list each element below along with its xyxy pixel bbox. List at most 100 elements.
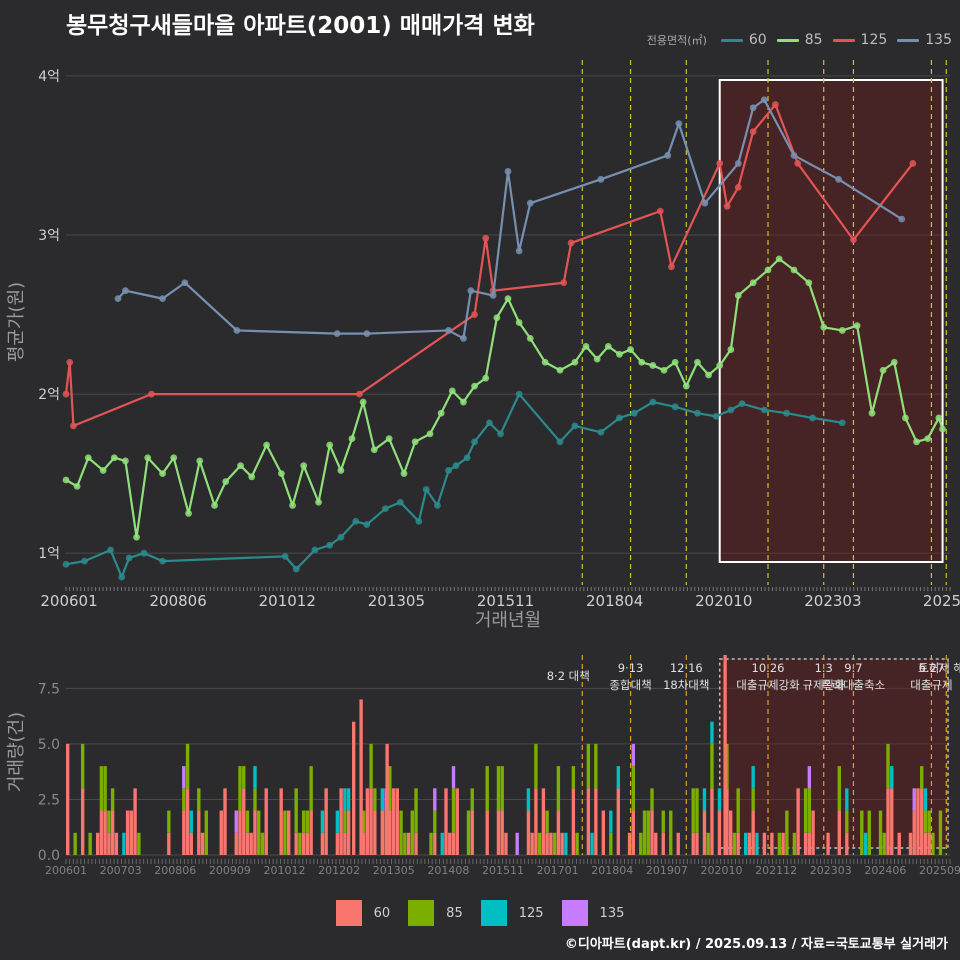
volume-bar bbox=[545, 832, 549, 855]
volume-bar bbox=[167, 810, 171, 833]
data-point-60 bbox=[471, 438, 478, 446]
data-point-85 bbox=[682, 382, 690, 390]
volume-bar bbox=[650, 810, 654, 855]
policy-annotation-label: 9·13 bbox=[618, 661, 644, 675]
data-point-125 bbox=[772, 101, 779, 108]
data-point-125 bbox=[62, 390, 70, 398]
volume-bar bbox=[320, 832, 325, 855]
data-point-60 bbox=[363, 521, 371, 528]
volume-bar bbox=[305, 832, 310, 855]
volume-bar bbox=[777, 832, 782, 855]
x-tick-label: 201012 bbox=[259, 592, 316, 610]
bottom-legend-label-125: 125 bbox=[518, 905, 544, 921]
volume-bar bbox=[185, 743, 190, 789]
volume-bar bbox=[890, 766, 894, 789]
volume-bar bbox=[729, 810, 733, 855]
x-tick-label: 201804 bbox=[586, 592, 643, 610]
volume-bar bbox=[324, 788, 328, 855]
x-tick-label-bottom: 200703 bbox=[100, 864, 142, 877]
data-point-85 bbox=[902, 414, 909, 422]
volume-bar bbox=[137, 832, 141, 855]
data-point-60 bbox=[597, 428, 605, 436]
bottom-legend-label-135: 135 bbox=[599, 905, 625, 921]
volume-bar bbox=[571, 788, 576, 855]
data-point-85 bbox=[616, 350, 623, 358]
volume-bar bbox=[920, 788, 924, 855]
volume-bar bbox=[878, 810, 883, 855]
data-point-85 bbox=[790, 266, 798, 274]
volume-bar bbox=[751, 788, 755, 811]
volume-bar bbox=[927, 832, 931, 855]
volume-bar bbox=[938, 810, 943, 855]
data-point-60 bbox=[727, 406, 735, 414]
volume-bar bbox=[309, 766, 313, 811]
volume-bar bbox=[691, 788, 695, 833]
volume-bar bbox=[845, 810, 849, 833]
x-tick-label-bottom: 202406 bbox=[864, 864, 906, 877]
x-tick-label: 201511 bbox=[477, 592, 534, 610]
volume-bar bbox=[796, 788, 800, 855]
data-point-85 bbox=[541, 358, 549, 366]
data-point-85 bbox=[289, 502, 296, 509]
data-point-60 bbox=[352, 517, 360, 525]
volume-bar bbox=[785, 810, 789, 855]
data-point-125 bbox=[482, 234, 490, 242]
volume-bar bbox=[359, 699, 363, 855]
bottom-legend-item-85: 85 bbox=[408, 900, 463, 926]
data-point-125 bbox=[567, 239, 575, 247]
data-point-135 bbox=[363, 330, 371, 338]
volume-bar bbox=[717, 788, 722, 811]
volume-bar bbox=[845, 788, 849, 811]
volume-bar bbox=[886, 788, 890, 855]
data-point-60 bbox=[809, 414, 816, 422]
policy-annotation-label: 토허제 해제 bbox=[918, 661, 960, 675]
data-point-60 bbox=[760, 406, 768, 414]
data-point-60 bbox=[515, 390, 523, 398]
volume-bar bbox=[886, 743, 890, 789]
volume-bar bbox=[339, 788, 343, 855]
data-point-85 bbox=[278, 470, 285, 478]
policy-annotation-label: 대출규제강화 bbox=[736, 678, 800, 692]
volume-bar bbox=[564, 832, 568, 855]
volume-bar bbox=[695, 788, 699, 833]
volume-bar bbox=[361, 810, 366, 833]
volume-bar bbox=[556, 810, 561, 855]
data-point-85 bbox=[448, 387, 456, 395]
volume-bar bbox=[500, 810, 504, 855]
volume-bar bbox=[301, 810, 306, 833]
volume-bar bbox=[627, 832, 632, 855]
volume-bar bbox=[444, 788, 448, 855]
volume-bar bbox=[204, 810, 208, 855]
y-tick-label: 3억 bbox=[38, 228, 60, 244]
data-point-60 bbox=[616, 414, 623, 422]
volume-bar bbox=[107, 810, 111, 833]
volume-bar bbox=[706, 832, 710, 855]
data-point-125 bbox=[656, 207, 664, 215]
x-tick-label-bottom: 200601 bbox=[45, 864, 87, 877]
data-point-60 bbox=[434, 502, 441, 509]
volume-bar bbox=[410, 810, 414, 855]
volume-bar bbox=[927, 810, 931, 833]
volume-bar bbox=[185, 788, 190, 855]
policy-annotation-label: 12·16 bbox=[670, 661, 703, 675]
legend-label-125: 125 bbox=[860, 32, 888, 48]
volume-bar bbox=[189, 810, 193, 833]
legend-item-85: 85 bbox=[776, 32, 823, 48]
data-point-60 bbox=[671, 403, 679, 411]
volume-bar bbox=[114, 832, 119, 855]
chart-legend-top: 전용면적(㎡) 60 85 125 135 bbox=[647, 32, 952, 48]
volume-bar bbox=[223, 788, 227, 855]
volume-bar bbox=[182, 788, 186, 811]
volume-bar bbox=[103, 810, 107, 855]
data-point-135 bbox=[515, 247, 523, 255]
data-point-85 bbox=[853, 322, 861, 330]
bottom-legend-swatch-60 bbox=[335, 900, 362, 926]
data-point-85 bbox=[879, 366, 887, 374]
volume-bar bbox=[167, 832, 171, 855]
data-point-85 bbox=[820, 323, 828, 331]
volume-bar bbox=[294, 832, 298, 855]
legend-label-60: 60 bbox=[748, 32, 767, 48]
data-point-85 bbox=[705, 371, 712, 379]
data-point-85 bbox=[694, 358, 701, 366]
volume-bar bbox=[736, 788, 740, 833]
